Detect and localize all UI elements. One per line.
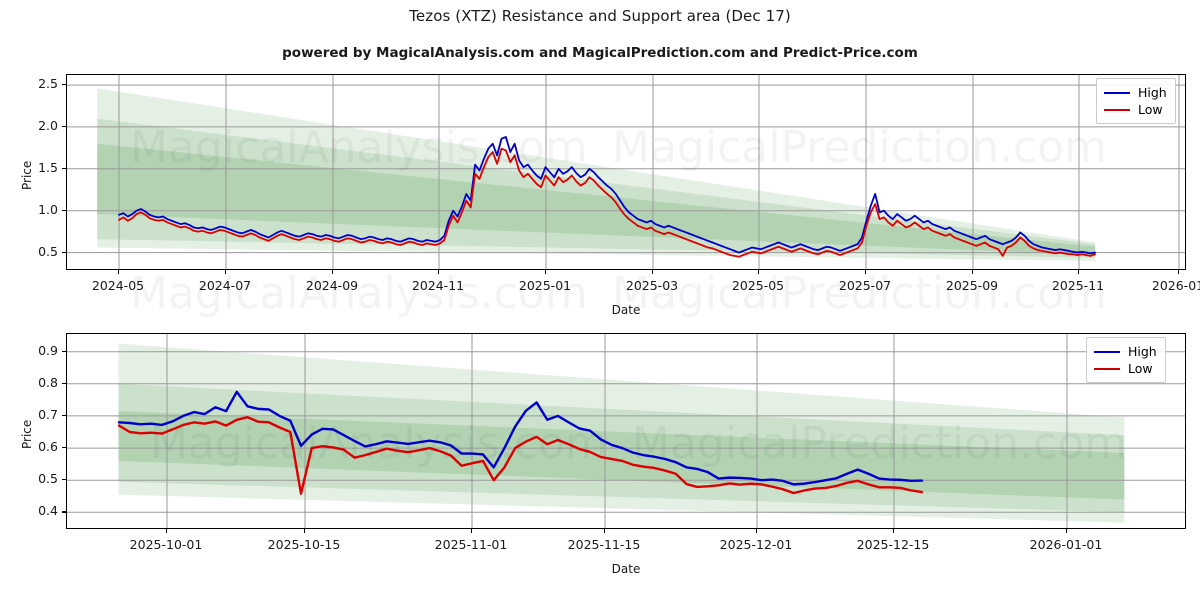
x-tick-label: 2024-11 <box>411 278 465 293</box>
x-tick-mark <box>225 270 227 274</box>
y-tick-label: 2.5 <box>38 76 58 92</box>
x-tick-mark <box>545 270 547 274</box>
x-tick-mark <box>166 529 168 533</box>
legend-swatch-low <box>1094 367 1120 370</box>
series-line-high <box>118 136 1096 255</box>
y-tick-label: 0.9 <box>38 342 58 358</box>
plot-area-top <box>66 74 1186 270</box>
y-tick-mark <box>62 209 66 211</box>
legend-label: Low <box>1128 361 1153 376</box>
series-line-low <box>118 147 1096 258</box>
x-tick-label: 2024-05 <box>91 278 145 293</box>
x-tick-label: 2025-12-15 <box>856 537 930 552</box>
y-tick-label: 0.7 <box>38 406 58 422</box>
x-tick-label: 2025-10-15 <box>267 537 341 552</box>
x-tick-label: 2025-11-15 <box>567 537 641 552</box>
x-tick-label: 2025-11-01 <box>434 537 508 552</box>
legend-item[interactable]: High <box>1094 343 1157 360</box>
x-tick-label: 2025-05 <box>731 278 785 293</box>
x-tick-label: 2024-07 <box>198 278 252 293</box>
y-tick-label: 1.0 <box>38 201 58 217</box>
y-tick-label: 0.6 <box>38 439 58 455</box>
watermark-text: MagicalAnalysis.com <box>130 268 588 319</box>
x-tick-mark <box>1178 270 1180 274</box>
x-tick-mark <box>118 270 120 274</box>
plot-svg-top <box>67 75 1185 269</box>
band-inner <box>97 143 1096 256</box>
plot-area-bottom <box>66 333 1186 529</box>
x-tick-label: 2024-09 <box>305 278 359 293</box>
x-tick-mark <box>893 529 895 533</box>
y-tick-mark <box>62 382 66 384</box>
y-tick-label: 0.4 <box>38 503 58 519</box>
legend-label: High <box>1138 85 1167 100</box>
y-tick-mark <box>62 511 66 513</box>
x-tick-label: 2026-01-01 <box>1029 537 1103 552</box>
legend-top[interactable]: High Low <box>1096 78 1176 124</box>
x-tick-mark <box>758 270 760 274</box>
x-tick-mark <box>438 270 440 274</box>
x-tick-mark <box>604 529 606 533</box>
y-tick-label: 2.0 <box>38 117 58 133</box>
page-title: Tezos (XTZ) Resistance and Support area … <box>409 7 791 25</box>
y-tick-mark <box>62 414 66 417</box>
legend-swatch-low <box>1104 108 1130 111</box>
y-tick-label: 0.8 <box>38 374 58 390</box>
y-tick-label: 0.5 <box>38 243 58 259</box>
x-tick-mark <box>972 270 974 274</box>
y-tick-mark <box>62 350 66 352</box>
legend-swatch-high <box>1094 350 1120 353</box>
legend-item[interactable]: Low <box>1094 360 1157 377</box>
page-subtitle: powered by MagicalAnalysis.com and Magic… <box>282 45 918 61</box>
x-tick-label: 2025-12-01 <box>719 537 793 552</box>
y-axis-label-bottom: Price <box>20 419 34 449</box>
legend-swatch-high <box>1104 91 1130 94</box>
x-tick-mark <box>332 270 334 274</box>
x-tick-mark <box>304 529 306 533</box>
x-tick-mark <box>1066 529 1068 533</box>
legend-item[interactable]: Low <box>1104 101 1167 118</box>
x-tick-label: 2025-03 <box>625 278 679 293</box>
y-tick-label: 1.5 <box>38 159 58 175</box>
y-tick-mark <box>62 479 66 481</box>
x-tick-mark <box>471 529 473 533</box>
y-tick-mark <box>62 84 66 86</box>
series-line-low <box>117 416 924 495</box>
y-axis-label-top: Price <box>20 160 34 190</box>
x-tick-label: 2025-07 <box>838 278 892 293</box>
chart-top <box>66 74 1186 270</box>
watermark-text: MagicalPrediction.com <box>612 268 1107 319</box>
y-tick-mark <box>62 251 66 253</box>
legend-bottom[interactable]: High Low <box>1086 337 1166 383</box>
chart-bottom <box>66 333 1186 529</box>
legend-item[interactable]: High <box>1104 84 1167 101</box>
x-tick-label: 2025-11 <box>1051 278 1105 293</box>
legend-label: High <box>1128 344 1157 359</box>
x-tick-mark <box>756 529 758 533</box>
x-axis-label-bottom: Date <box>611 562 641 576</box>
y-tick-mark <box>62 447 66 449</box>
y-tick-mark <box>62 125 66 128</box>
x-tick-label: 2026-01 <box>1151 278 1200 293</box>
x-tick-label: 2025-10-01 <box>129 537 203 552</box>
x-tick-mark <box>652 270 654 274</box>
x-tick-label: 2025-01 <box>518 278 572 293</box>
x-axis-label-top: Date <box>611 303 641 317</box>
band-inner <box>118 411 1125 500</box>
x-tick-label: 2025-09 <box>945 278 999 293</box>
x-tick-mark <box>1078 270 1080 274</box>
plot-svg-bottom <box>67 334 1185 528</box>
x-tick-mark <box>865 270 867 274</box>
y-tick-mark <box>62 167 66 169</box>
y-tick-label: 0.5 <box>38 471 58 487</box>
series-line-high <box>117 390 924 486</box>
legend-label: Low <box>1138 102 1163 117</box>
